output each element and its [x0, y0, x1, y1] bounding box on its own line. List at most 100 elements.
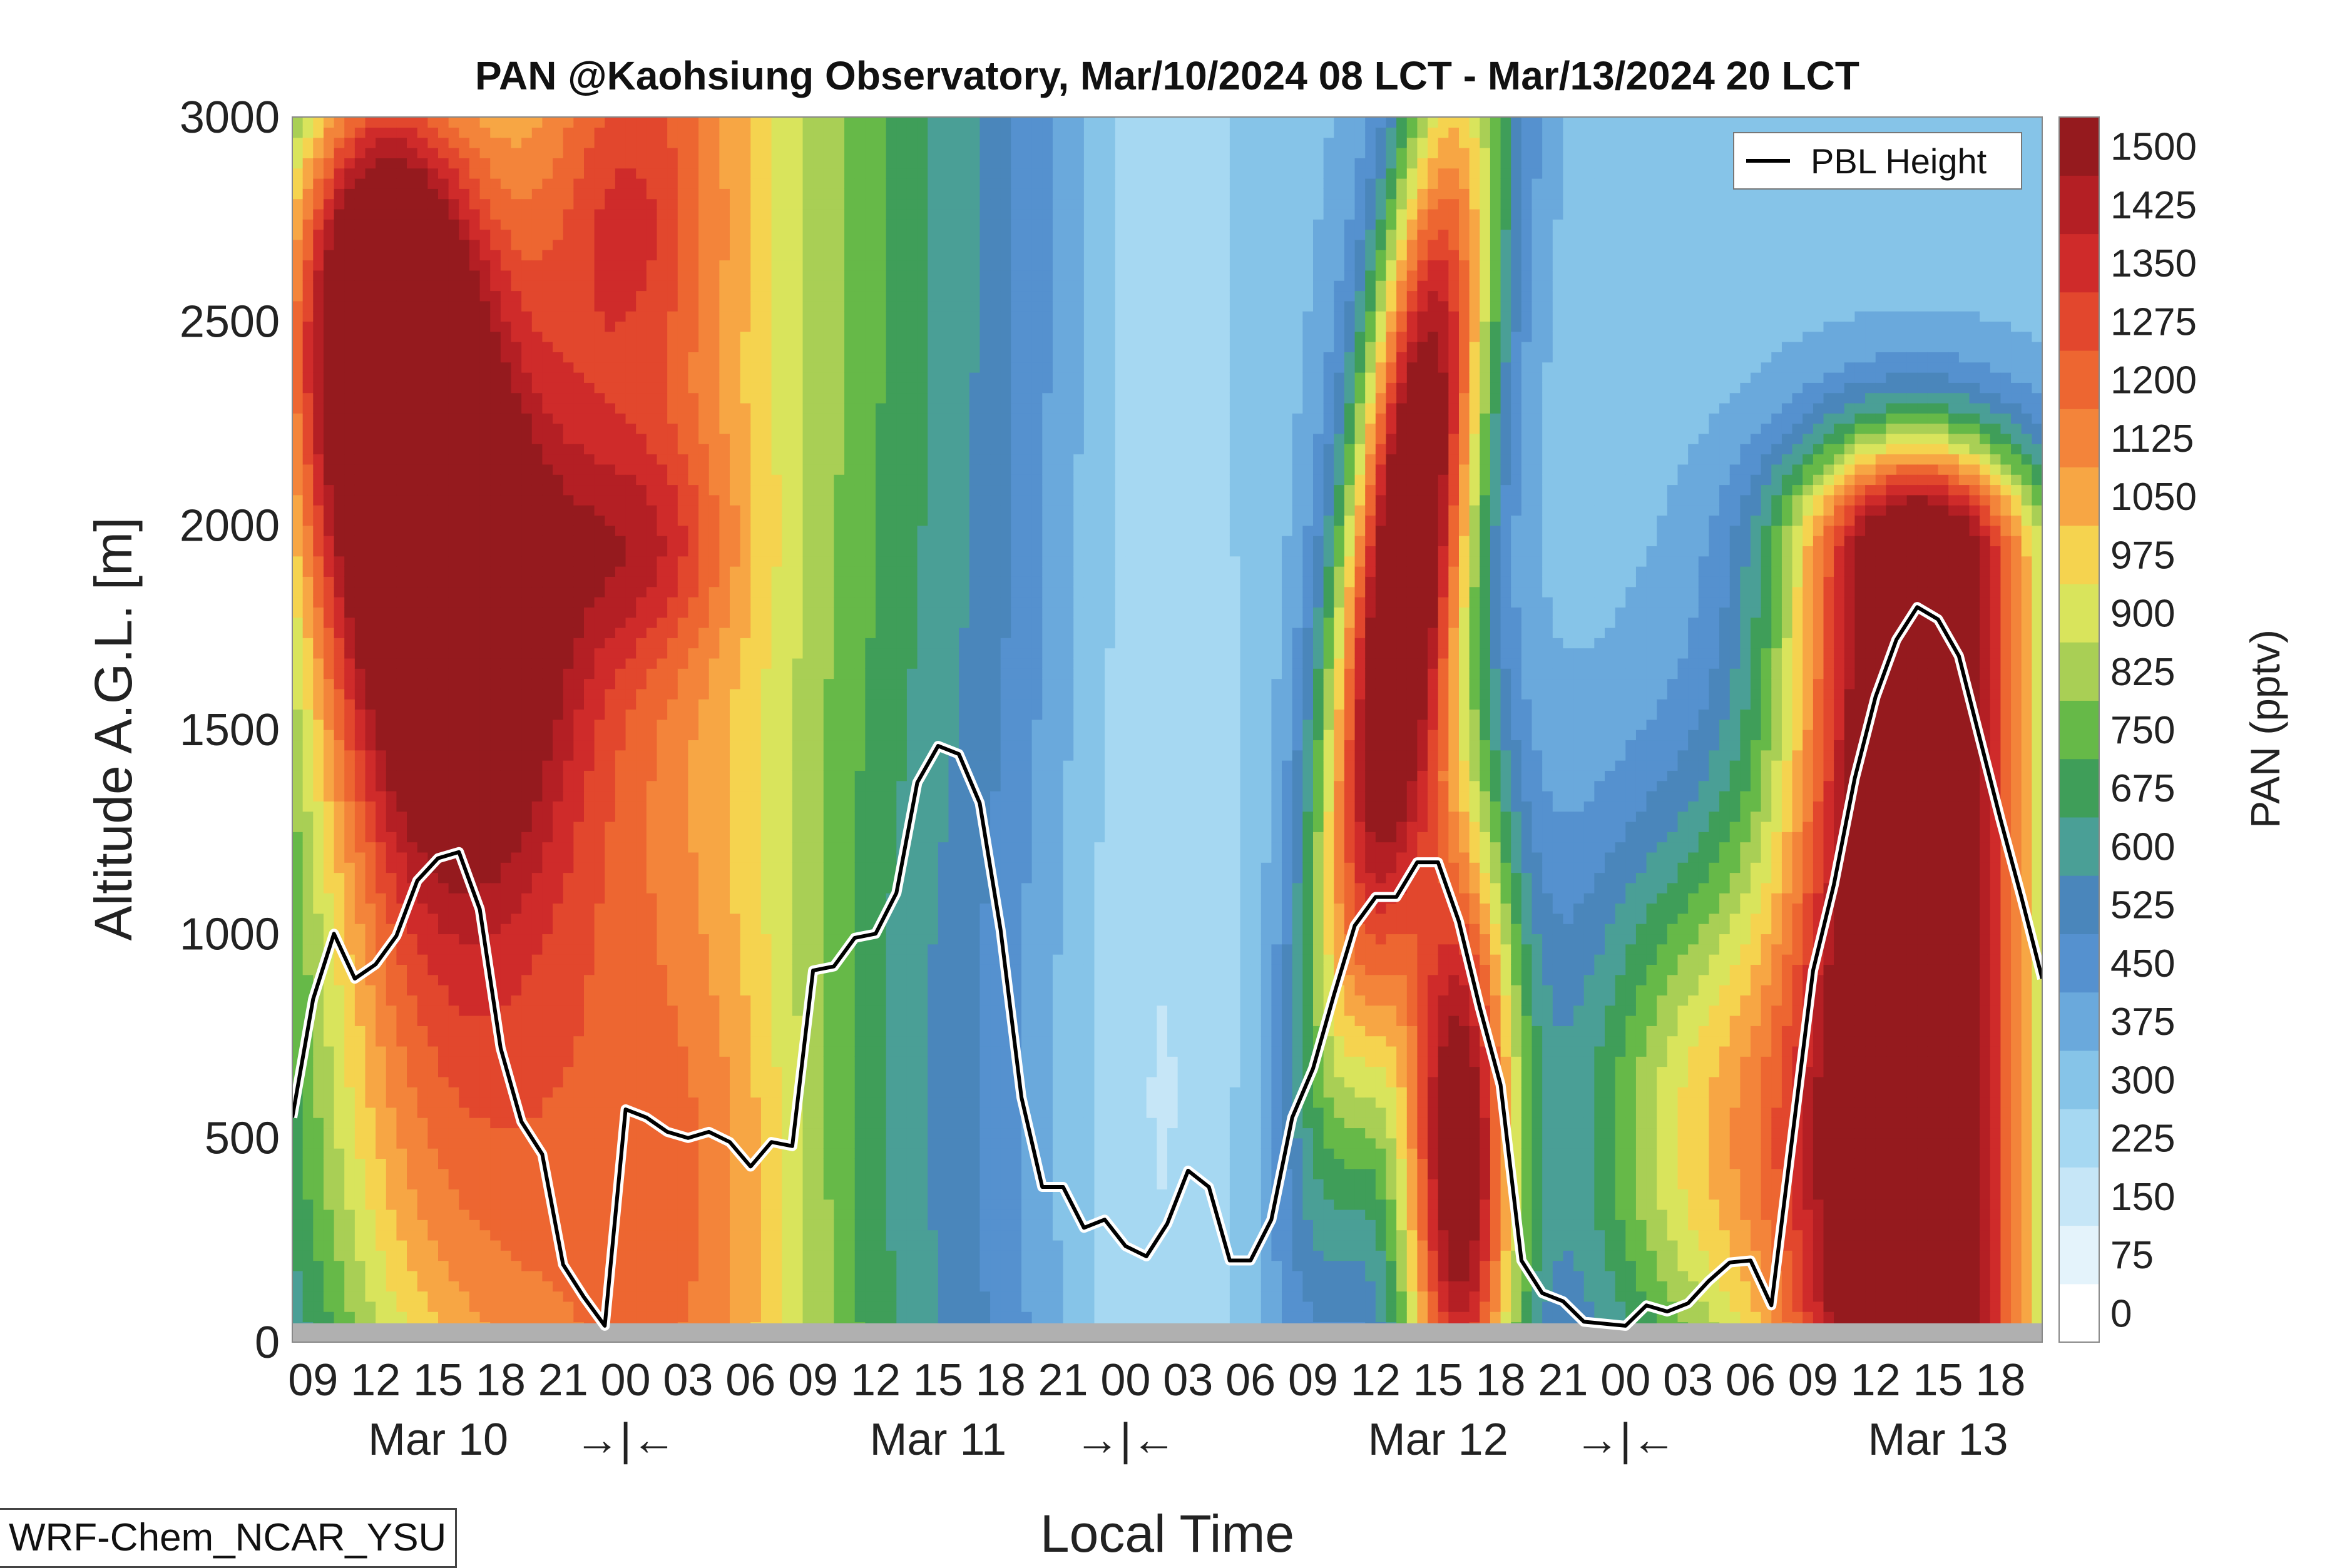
pan-cell — [521, 1148, 533, 1159]
pan-cell — [667, 494, 678, 506]
pan-cell — [479, 688, 491, 700]
pan-cell — [323, 208, 335, 220]
pan-cell — [667, 1087, 678, 1098]
pan-cell — [605, 413, 616, 424]
pan-cell — [573, 474, 585, 486]
pan-cell — [354, 862, 366, 873]
pan-cell — [667, 882, 678, 893]
pan-cell — [427, 505, 439, 516]
pan-cell — [500, 964, 512, 975]
pan-cell — [417, 638, 429, 649]
pan-cell — [438, 903, 449, 914]
pan-cell — [708, 290, 720, 302]
pan-cell — [521, 780, 533, 792]
pan-cell — [376, 790, 387, 802]
pan-cell — [625, 321, 637, 332]
pan-cell — [573, 1199, 585, 1210]
pan-cell — [667, 402, 678, 414]
pan-cell — [615, 402, 626, 414]
pan-cell — [313, 300, 324, 312]
pan-cell — [302, 617, 314, 628]
pan-cell — [407, 535, 418, 546]
pan-cell — [459, 1250, 470, 1261]
pan-cell — [396, 740, 407, 751]
pan-cell — [438, 1005, 449, 1016]
pan-cell — [459, 995, 470, 1006]
pan-cell — [688, 250, 699, 261]
pan-cell — [407, 1301, 418, 1312]
pan-cell — [427, 648, 439, 659]
pan-cell — [417, 790, 429, 802]
pan-cell — [636, 352, 647, 363]
pan-cell — [584, 1250, 595, 1261]
pan-cell — [646, 688, 658, 700]
pan-cell — [657, 964, 668, 975]
pan-cell — [396, 392, 407, 404]
pan-cell — [625, 832, 637, 843]
pan-cell — [573, 311, 585, 322]
pan-cell — [573, 1219, 585, 1231]
pan-cell — [677, 974, 689, 985]
pan-cell — [365, 903, 376, 914]
pan-cell — [334, 1240, 345, 1251]
pan-cell — [396, 1026, 407, 1037]
pan-cell — [396, 790, 407, 802]
pan-cell — [469, 147, 481, 158]
pan-cell — [511, 250, 522, 261]
pan-cell — [521, 678, 533, 690]
pan-cell — [594, 903, 605, 914]
pan-cell — [500, 862, 512, 873]
pan-cell — [625, 607, 637, 618]
pan-cell — [584, 596, 595, 608]
pan-cell — [479, 1005, 491, 1016]
pan-cell — [563, 1219, 575, 1231]
pan-cell — [708, 699, 720, 710]
pan-cell — [386, 1168, 397, 1179]
pan-cell — [719, 1107, 730, 1118]
pan-cell — [553, 137, 564, 148]
pan-cell — [553, 995, 564, 1006]
pan-cell — [688, 290, 699, 302]
pan-cell — [417, 1087, 429, 1098]
pan-cell — [479, 1148, 491, 1159]
pan-cell — [584, 893, 595, 904]
pan-cell — [396, 484, 407, 496]
pan-cell — [594, 352, 605, 363]
pan-cell — [479, 821, 491, 832]
pan-cell — [667, 1168, 678, 1179]
pan-cell — [563, 188, 575, 200]
pan-cell — [636, 1138, 647, 1149]
pan-cell — [542, 1301, 553, 1312]
pan-cell — [365, 607, 376, 618]
pan-cell — [469, 688, 481, 700]
pan-cell — [438, 1281, 449, 1292]
pan-cell — [376, 913, 387, 924]
pan-cell — [594, 688, 605, 700]
pan-cell — [698, 678, 710, 690]
pan-cell — [386, 617, 397, 628]
pan-cell — [438, 730, 449, 741]
pan-cell — [657, 882, 668, 893]
pan-cell — [292, 1281, 304, 1292]
pan-cell — [698, 709, 710, 720]
pan-cell — [584, 127, 595, 138]
pan-cell — [469, 1107, 481, 1118]
pan-cell — [698, 852, 710, 863]
pan-cell — [302, 1311, 314, 1323]
pan-cell — [376, 801, 387, 812]
pan-cell — [531, 740, 543, 751]
pan-cell — [334, 515, 345, 526]
pan-cell — [584, 995, 595, 1006]
pan-cell — [386, 984, 397, 995]
pan-cell — [365, 974, 376, 985]
pan-cell — [427, 239, 439, 250]
pan-cell — [719, 780, 730, 792]
pan-cell — [584, 1138, 595, 1149]
pan-cell — [459, 709, 470, 720]
pan-cell — [531, 586, 543, 598]
pan-cell — [677, 709, 689, 720]
pan-cell — [615, 1026, 626, 1037]
pan-cell — [636, 1056, 647, 1067]
pan-cell — [386, 300, 397, 312]
pan-cell — [417, 893, 429, 904]
